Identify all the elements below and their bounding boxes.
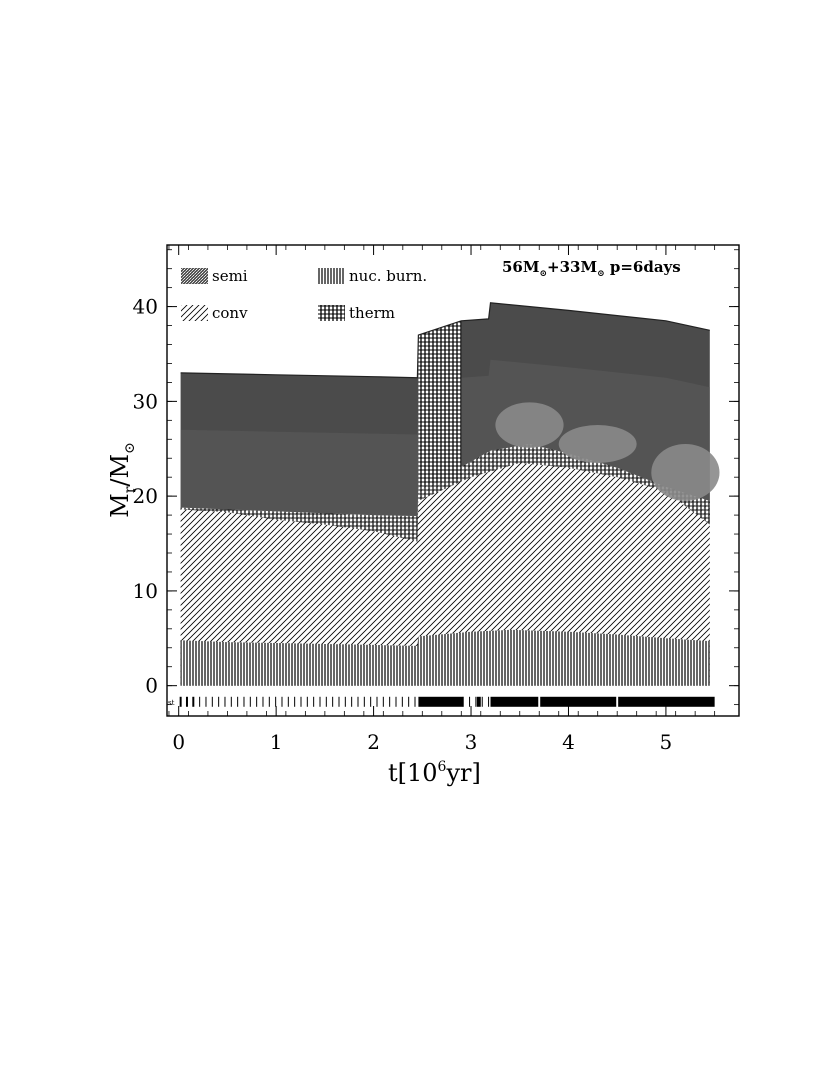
tick-labels: 0 1 2 3 4 5 0 10 20 30 40 <box>133 295 673 754</box>
x-tick-label: 0 <box>172 730 185 754</box>
legend-label-nuc: nuc. burn. <box>349 267 427 285</box>
semiconvection-patch-0 <box>495 402 564 448</box>
legend-swatch-therm <box>318 305 345 321</box>
legend: semi conv nuc. burn. therm <box>181 267 427 322</box>
thermohaline-layer <box>180 444 710 542</box>
axis-ticks <box>167 245 739 716</box>
timeline-solid-0 <box>418 696 464 707</box>
legend-label-semi: semi <box>212 267 248 285</box>
legend-swatch-conv <box>181 305 208 321</box>
y-tick-label: 0 <box>145 674 158 698</box>
timeline-solid-4 <box>618 696 715 707</box>
legend-item-nuc: nuc. burn. <box>318 267 427 285</box>
y-axis-label: Mr/M⊙ <box>106 442 138 518</box>
nuclear-burning-core <box>180 629 710 686</box>
legend-item-conv: conv <box>181 304 248 322</box>
x-tick-label: 4 <box>562 730 575 754</box>
plot-border <box>166 244 740 717</box>
timeline-solid-1 <box>476 696 481 707</box>
thermal-patch <box>418 320 462 487</box>
legend-swatch-nuc <box>318 268 345 284</box>
legend-swatch-semi <box>181 268 208 284</box>
semiconvection-patch-2 <box>651 444 720 501</box>
legend-item-semi: semi <box>181 267 248 285</box>
total-mass-line <box>180 302 710 379</box>
timeline-solid-3 <box>540 696 617 707</box>
y-tick-label: 20 <box>133 484 158 508</box>
x-tick-label: 2 <box>367 730 380 754</box>
legend-label-therm: therm <box>349 304 395 322</box>
timeline-dashed-0 <box>179 696 416 707</box>
legend-label-conv: conv <box>212 304 248 322</box>
semiconvection-patch-1 <box>558 425 637 463</box>
plot-frame <box>166 244 740 717</box>
y-tick-label: 10 <box>133 579 158 603</box>
legend-item-therm: therm <box>318 304 395 322</box>
timeline-label: st <box>168 699 175 707</box>
timeline-dashed-1 <box>462 696 490 707</box>
x-axis-label: t[106yr] <box>388 759 481 787</box>
y-tick-label: 30 <box>133 389 158 413</box>
y-tick-label: 40 <box>133 295 158 319</box>
convective-region <box>180 444 710 686</box>
x-tick-label: 3 <box>465 730 478 754</box>
plot-area <box>179 302 720 707</box>
timeline-solid-2 <box>490 696 539 707</box>
x-tick-label: 5 <box>660 730 673 754</box>
x-tick-label: 1 <box>270 730 283 754</box>
chart-title: 56M⊙+33M⊙ p=6days <box>502 258 681 279</box>
